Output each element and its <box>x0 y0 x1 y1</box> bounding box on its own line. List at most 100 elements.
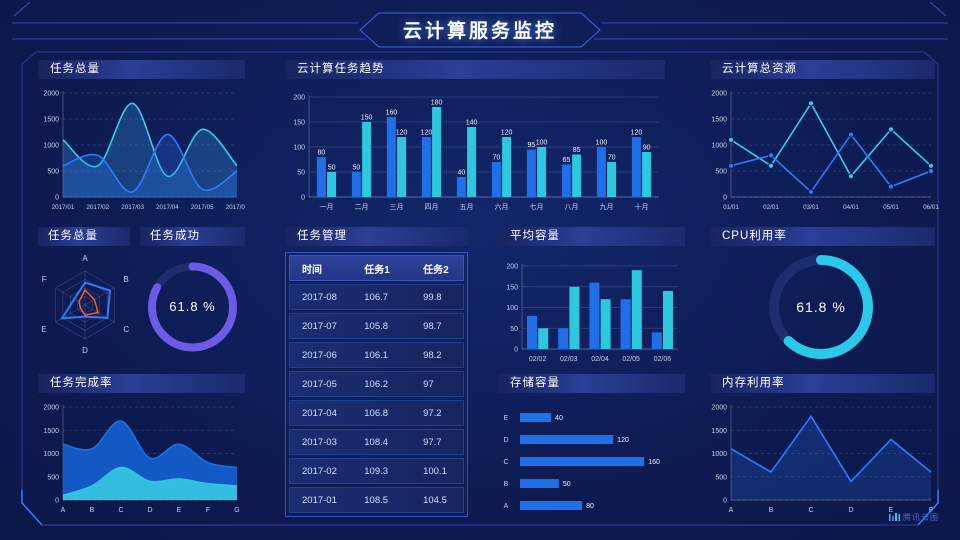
svg-text:01/01: 01/01 <box>723 204 739 211</box>
panel-title: 云计算任务趋势 <box>285 60 665 79</box>
table-row: 2017-07 105.8 98.7 <box>289 313 464 339</box>
chart-canvas: 0 500 1000 1500 2000 A B C D E F <box>711 405 933 515</box>
svg-text:2017/06: 2017/06 <box>226 204 245 211</box>
task-trend-bar-chart[interactable]: 0 50 100 150 200 一月 二月 三月 四月 五月 六月 七月 八月 九月 十月 80 50 160 1… <box>283 81 667 213</box>
panel-task-radar: 任务总量 A B C D E F <box>35 227 135 367</box>
svg-text:E: E <box>504 415 509 422</box>
svg-text:500: 500 <box>715 474 727 481</box>
chart-canvas: E 40 D 120 C 160 B 50 A 80 <box>503 413 660 510</box>
svg-text:九月: 九月 <box>600 202 614 211</box>
svg-text:B: B <box>504 481 509 488</box>
svg-text:100: 100 <box>506 305 518 312</box>
svg-text:70: 70 <box>493 155 501 162</box>
svg-text:2017/02: 2017/02 <box>86 204 109 211</box>
avg-capacity-bar-chart[interactable]: 0 50 100 150 200 02/02 02/03 02/04 02/05 02/06 <box>496 250 686 365</box>
svg-text:二月: 二月 <box>355 203 369 211</box>
task-success-donut[interactable] <box>140 248 245 366</box>
svg-text:04/01: 04/01 <box>843 204 859 211</box>
resources-line-chart[interactable]: 0 500 1000 1500 2000 01/01 02/01 03/01 04/01 05/0… <box>703 81 939 213</box>
table-row: 2017-08 106.7 99.8 <box>289 284 464 310</box>
svg-text:0: 0 <box>301 195 305 202</box>
svg-text:B: B <box>123 275 128 284</box>
svg-text:2000: 2000 <box>711 91 727 98</box>
svg-text:40: 40 <box>555 415 563 422</box>
tencent-cloud-chart-icon <box>889 513 900 521</box>
panel-avg-capacity: 平均容量 0 50 100 150 200 02/02 02/03 02/04 02/05 02/… <box>496 227 686 367</box>
svg-text:1500: 1500 <box>711 428 727 435</box>
svg-text:80: 80 <box>318 150 326 157</box>
svg-text:120: 120 <box>396 130 408 137</box>
svg-text:0: 0 <box>55 498 59 505</box>
svg-text:三月: 三月 <box>390 203 404 211</box>
svg-text:50: 50 <box>563 481 571 488</box>
svg-text:1500: 1500 <box>711 117 727 124</box>
svg-text:06/01: 06/01 <box>923 204 939 211</box>
svg-text:八月: 八月 <box>565 203 579 211</box>
svg-text:2017/04: 2017/04 <box>156 204 179 211</box>
chart-canvas: 0 500 1000 1500 2000 A B C D E F G <box>43 405 239 515</box>
panel-title: 任务完成率 <box>38 374 245 393</box>
storage-hbar-chart[interactable]: E 40 D 120 C 160 B 50 A 80 <box>496 397 686 517</box>
svg-text:F: F <box>42 275 47 284</box>
svg-text:65: 65 <box>563 157 571 164</box>
svg-text:02/06: 02/06 <box>654 356 672 363</box>
panel-task-trend: 云计算任务趋势 0 50 100 150 200 一月 二月 三月 四月 五月 六月 七月 八月 九月 十月… <box>283 60 667 215</box>
svg-text:120: 120 <box>421 130 433 137</box>
panel-task-total-area: 任务总量 0 500 1000 1500 2000 2017/01 2017/02 2017/… <box>35 60 249 215</box>
table-row: 2017-02 109.3 100.1 <box>289 458 464 484</box>
svg-text:50: 50 <box>353 165 361 172</box>
task-total-area-chart[interactable]: 0 500 1000 1500 2000 2017/01 2017/02 2017/03 201… <box>35 81 248 213</box>
task-success-value: 61.8 % <box>169 299 216 314</box>
svg-text:0: 0 <box>723 498 727 505</box>
cpu-usage-donut[interactable] <box>703 248 939 366</box>
svg-text:A: A <box>504 503 509 510</box>
svg-text:一月: 一月 <box>320 203 334 211</box>
svg-text:F: F <box>929 507 933 514</box>
panel-completion-rate: 任务完成率 0 500 1000 1500 2000 A B C D E F G <box>35 374 245 519</box>
panel-total-resources: 云计算总资源 0 500 1000 1500 2000 01/01 02/01 03/01 04… <box>703 60 939 215</box>
table-row: 2017-05 106.2 97 <box>289 371 464 397</box>
panel-title: 任务管理 <box>285 227 468 246</box>
svg-text:85: 85 <box>573 147 581 154</box>
svg-text:160: 160 <box>648 459 660 466</box>
chart-canvas <box>148 262 237 352</box>
svg-text:1500: 1500 <box>43 117 59 124</box>
panel-title: 云计算总资源 <box>710 60 935 79</box>
svg-text:2017/05: 2017/05 <box>191 204 214 211</box>
svg-text:0: 0 <box>514 347 518 354</box>
panel-title: 存储容量 <box>498 374 685 393</box>
svg-text:120: 120 <box>631 130 643 137</box>
completion-area-chart[interactable]: 0 500 1000 1500 2000 A B C D E F G <box>35 395 245 516</box>
panel-memory-usage: 内存利用率 0 500 1000 1500 2000 A B C D E F <box>703 374 939 519</box>
svg-text:100: 100 <box>293 145 305 152</box>
cpu-usage-value: 61.8 % <box>796 299 846 315</box>
svg-text:80: 80 <box>586 503 594 510</box>
svg-text:十月: 十月 <box>635 202 649 211</box>
svg-text:150: 150 <box>293 120 305 127</box>
svg-text:500: 500 <box>715 169 727 176</box>
chart-canvas: 0 500 1000 1500 2000 01/01 02/01 03/01 04/01 05/0… <box>711 91 939 212</box>
svg-text:五月: 五月 <box>460 203 474 211</box>
svg-text:C: C <box>503 459 508 466</box>
svg-text:2000: 2000 <box>711 405 727 412</box>
svg-text:40: 40 <box>458 170 466 177</box>
svg-text:1000: 1000 <box>711 143 727 150</box>
svg-text:02/05: 02/05 <box>622 356 640 363</box>
svg-text:95: 95 <box>528 142 536 149</box>
task-radar-chart[interactable]: A B C D E F <box>35 248 135 366</box>
task-table[interactable]: 时间 任务1 任务2 2017-08 106.7 99.8 2017-07 105.8 98.7… <box>285 252 468 517</box>
table-row: 2017-04 106.8 97.2 <box>289 400 464 426</box>
svg-text:0: 0 <box>723 195 727 202</box>
svg-text:100: 100 <box>536 140 548 147</box>
svg-text:D: D <box>82 346 88 355</box>
svg-text:500: 500 <box>47 474 59 481</box>
panel-task-success: 任务成功 61.8 % <box>140 227 245 367</box>
svg-text:F: F <box>206 507 210 514</box>
svg-text:90: 90 <box>643 145 651 152</box>
svg-text:100: 100 <box>596 140 608 147</box>
svg-text:50: 50 <box>328 165 336 172</box>
svg-text:120: 120 <box>617 437 629 444</box>
svg-text:160: 160 <box>386 110 398 117</box>
memory-line-chart[interactable]: 0 500 1000 1500 2000 A B C D E F <box>703 395 939 516</box>
svg-text:200: 200 <box>293 95 305 102</box>
